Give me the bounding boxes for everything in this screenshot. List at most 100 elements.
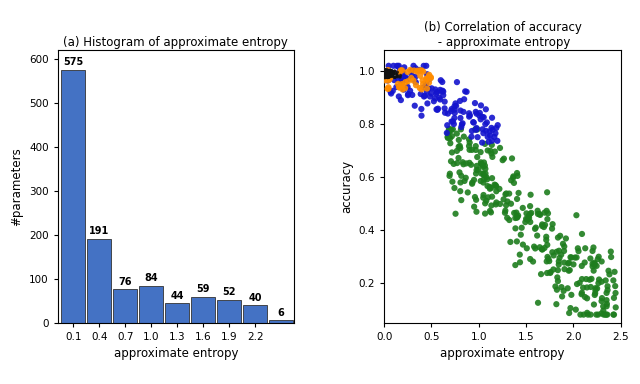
Point <box>388 72 398 78</box>
Point <box>383 74 393 80</box>
Point <box>380 69 390 75</box>
Point <box>445 126 455 132</box>
Point <box>450 110 460 116</box>
Point <box>477 162 488 168</box>
Point <box>421 76 431 82</box>
Point <box>437 79 447 85</box>
Point <box>480 210 490 217</box>
Point <box>467 134 477 140</box>
Point <box>520 219 531 225</box>
Point <box>394 63 404 69</box>
Point <box>476 103 486 109</box>
Point <box>406 68 417 74</box>
Point <box>478 179 488 185</box>
Point <box>381 70 391 76</box>
Point <box>382 71 392 78</box>
Point <box>589 262 600 268</box>
Point <box>480 200 490 207</box>
Point <box>383 74 393 81</box>
Point <box>380 73 390 79</box>
Point <box>443 111 453 117</box>
Point <box>386 91 396 97</box>
Point <box>467 128 477 134</box>
Point <box>449 115 460 121</box>
Point <box>383 69 394 75</box>
Point <box>554 262 564 268</box>
Point <box>381 67 391 73</box>
Point <box>384 75 394 81</box>
Point <box>380 73 390 79</box>
Point <box>573 245 583 252</box>
Point <box>564 310 574 316</box>
Point <box>537 246 547 252</box>
Point <box>385 68 395 74</box>
Point <box>385 67 396 73</box>
Text: 84: 84 <box>145 273 158 283</box>
Point <box>490 130 500 136</box>
Point <box>444 126 454 132</box>
Point <box>382 67 392 73</box>
Point <box>381 71 391 77</box>
Point <box>580 245 590 252</box>
Point <box>425 93 435 99</box>
Point <box>379 67 389 73</box>
Point <box>380 68 390 74</box>
Point <box>487 154 497 160</box>
Point <box>598 308 609 314</box>
Point <box>384 71 394 77</box>
Point <box>380 67 390 73</box>
Point <box>390 68 400 74</box>
Point <box>554 248 564 254</box>
Point <box>465 112 475 118</box>
Point <box>395 67 405 73</box>
Point <box>577 291 587 297</box>
Point <box>525 219 536 225</box>
Point <box>383 70 393 76</box>
Point <box>472 134 483 140</box>
Point <box>510 225 520 232</box>
Point <box>388 72 398 78</box>
Point <box>381 69 391 75</box>
Point <box>384 70 394 76</box>
Point <box>541 258 552 265</box>
Point <box>421 77 431 83</box>
Point <box>588 248 598 254</box>
Point <box>385 70 395 76</box>
Point <box>575 280 585 286</box>
Point <box>479 159 489 166</box>
Point <box>390 68 400 74</box>
Point <box>485 208 495 214</box>
Point <box>501 202 511 208</box>
Point <box>512 196 522 202</box>
Point <box>381 73 392 79</box>
Point <box>535 212 545 218</box>
Point <box>479 176 489 182</box>
Point <box>401 77 411 83</box>
Point <box>609 269 620 275</box>
Point <box>392 71 402 77</box>
Text: 40: 40 <box>248 293 262 303</box>
Point <box>451 100 461 106</box>
Text: 6: 6 <box>278 308 285 318</box>
Point <box>383 68 393 74</box>
Point <box>381 71 391 78</box>
Point <box>379 70 389 76</box>
Point <box>446 108 456 114</box>
Point <box>403 84 413 90</box>
Point <box>381 72 391 78</box>
Point <box>383 67 394 73</box>
Point <box>407 92 417 98</box>
Point <box>448 126 458 132</box>
Point <box>609 295 619 301</box>
Point <box>431 91 442 97</box>
Point <box>383 63 394 69</box>
Point <box>490 182 500 188</box>
Point <box>487 194 497 200</box>
Point <box>411 82 421 88</box>
Point <box>438 92 449 98</box>
Point <box>417 113 427 119</box>
Point <box>566 292 577 298</box>
Point <box>492 138 502 144</box>
Point <box>478 192 488 198</box>
Point <box>403 76 413 82</box>
